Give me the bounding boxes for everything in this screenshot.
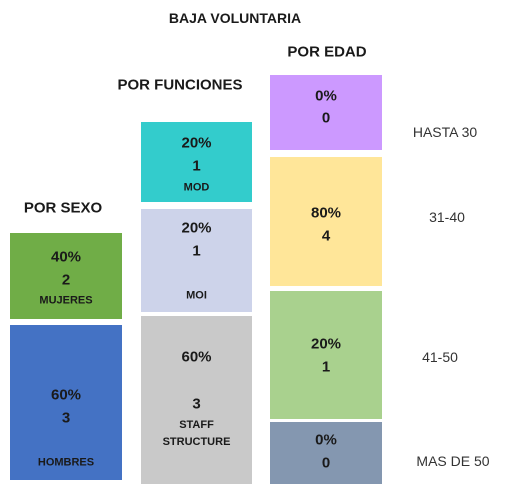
age-label: HASTA 30 — [412, 124, 478, 140]
block — [141, 209, 252, 312]
block-label: MUJERES — [39, 294, 93, 307]
block-count: 3 — [192, 395, 201, 413]
block-percent: 20% — [181, 219, 212, 237]
block-percent: 80% — [310, 204, 342, 222]
block — [270, 157, 382, 286]
block — [270, 422, 382, 484]
block — [270, 75, 382, 150]
block — [10, 233, 122, 319]
block-count: 4 — [321, 227, 331, 245]
block-label: MOI — [186, 289, 207, 302]
block-label: STAFF STRUCTURE — [162, 419, 231, 448]
group-title: POR SEXO — [23, 199, 103, 217]
group-title: POR FUNCIONES — [117, 76, 243, 94]
block-count: 1 — [192, 157, 201, 175]
age-label: MAS DE 50 — [416, 453, 490, 469]
block-percent: 0% — [315, 431, 337, 449]
age-label: 41-50 — [422, 349, 458, 365]
block — [141, 316, 252, 484]
block-percent: 60% — [181, 348, 212, 366]
block-count: 2 — [61, 271, 71, 289]
block — [270, 291, 382, 419]
block-count: 1 — [192, 242, 201, 260]
block-label: MOD — [183, 181, 210, 194]
block-percent: 20% — [310, 335, 342, 353]
block-percent: 60% — [50, 386, 82, 404]
block-count: 3 — [61, 409, 71, 427]
block-percent: 40% — [50, 248, 82, 266]
age-label: 31-40 — [429, 209, 465, 225]
block — [141, 122, 252, 202]
block — [10, 325, 122, 480]
block-label: HOMBRES — [37, 456, 95, 469]
block-count: 0 — [321, 454, 331, 472]
group-title: POR EDAD — [287, 43, 367, 61]
block-count: 0 — [321, 109, 331, 127]
block-percent: 20% — [181, 134, 212, 152]
block-count: 1 — [321, 358, 331, 376]
block-percent: 0% — [315, 87, 337, 105]
title: BAJA VOLUNTARIA — [168, 10, 302, 26]
